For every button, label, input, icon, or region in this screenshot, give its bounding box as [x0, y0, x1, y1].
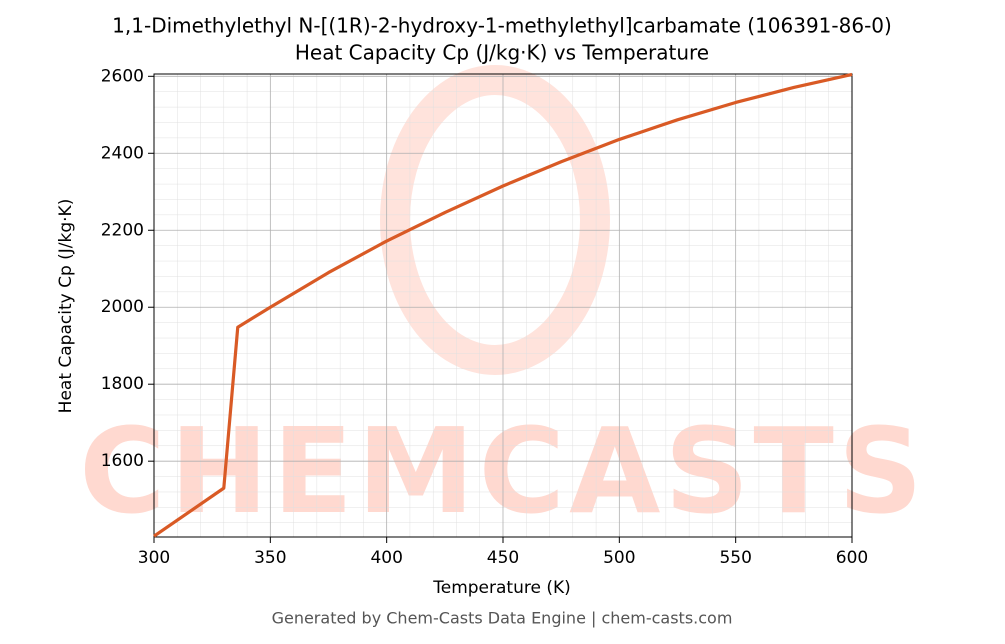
y-tick-label: 2000 — [101, 297, 144, 317]
x-axis-label: Temperature (K) — [432, 578, 571, 598]
y-tick-label: 1600 — [101, 451, 144, 471]
x-tick-label: 300 — [138, 548, 170, 568]
x-tick-label: 400 — [370, 548, 402, 568]
chart-title: 1,1-Dimethylethyl N-[(1R)-2-hydroxy-1-me… — [112, 14, 892, 38]
chart-subtitle: Heat Capacity Cp (J/kg·K) vs Temperature — [295, 41, 709, 65]
x-tick-label: 350 — [254, 548, 286, 568]
y-tick-label: 2200 — [101, 220, 144, 240]
x-tick-label: 600 — [836, 548, 868, 568]
y-tick-label: 2600 — [101, 66, 144, 86]
y-axis-label: Heat Capacity Cp (J/kg·K) — [56, 199, 76, 414]
plot-frame — [153, 73, 853, 538]
x-tick-label: 500 — [603, 548, 635, 568]
y-tick-label: 2400 — [101, 143, 144, 163]
data-line — [153, 72, 853, 538]
watermark-logo — [380, 65, 610, 375]
x-tick-label: 550 — [719, 548, 751, 568]
footer: Generated by Chem-Casts Data Engine | ch… — [272, 609, 733, 628]
y-tick-label: 1800 — [101, 374, 144, 394]
x-tick-label: 450 — [487, 548, 519, 568]
